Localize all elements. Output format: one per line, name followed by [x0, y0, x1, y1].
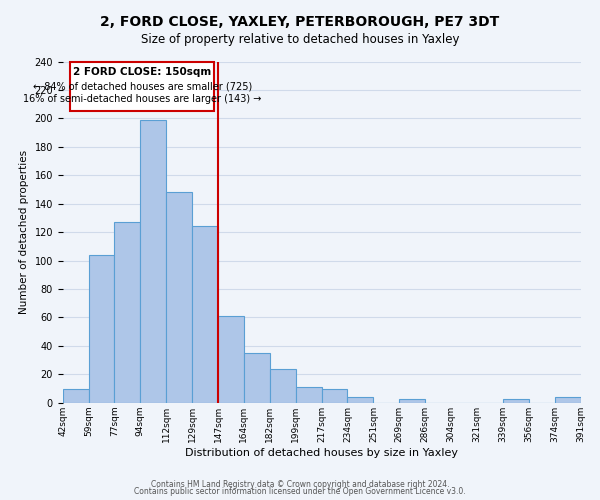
- Bar: [244, 353, 270, 403]
- Bar: [322, 388, 347, 403]
- Text: Size of property relative to detached houses in Yaxley: Size of property relative to detached ho…: [141, 32, 459, 46]
- Text: 2, FORD CLOSE, YAXLEY, PETERBOROUGH, PE7 3DT: 2, FORD CLOSE, YAXLEY, PETERBOROUGH, PE7…: [100, 15, 500, 29]
- Bar: [140, 120, 166, 403]
- Text: Contains HM Land Registry data © Crown copyright and database right 2024.: Contains HM Land Registry data © Crown c…: [151, 480, 449, 489]
- FancyBboxPatch shape: [70, 62, 214, 112]
- Bar: [399, 398, 425, 403]
- Bar: [62, 388, 89, 403]
- Bar: [503, 398, 529, 403]
- Bar: [166, 192, 192, 403]
- Bar: [554, 397, 581, 403]
- Bar: [270, 368, 296, 403]
- Text: 2 FORD CLOSE: 150sqm: 2 FORD CLOSE: 150sqm: [73, 67, 211, 77]
- Bar: [218, 316, 244, 403]
- Y-axis label: Number of detached properties: Number of detached properties: [19, 150, 29, 314]
- Text: ← 84% of detached houses are smaller (725): ← 84% of detached houses are smaller (72…: [32, 82, 252, 92]
- Bar: [347, 397, 373, 403]
- X-axis label: Distribution of detached houses by size in Yaxley: Distribution of detached houses by size …: [185, 448, 458, 458]
- Bar: [89, 255, 115, 403]
- Bar: [115, 222, 140, 403]
- Bar: [296, 387, 322, 403]
- Text: Contains public sector information licensed under the Open Government Licence v3: Contains public sector information licen…: [134, 487, 466, 496]
- Text: 16% of semi-detached houses are larger (143) →: 16% of semi-detached houses are larger (…: [23, 94, 262, 104]
- Bar: [192, 226, 218, 403]
